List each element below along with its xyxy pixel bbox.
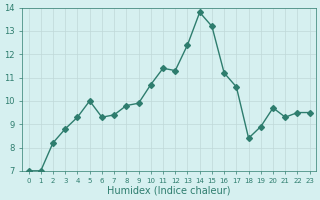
- X-axis label: Humidex (Indice chaleur): Humidex (Indice chaleur): [108, 186, 231, 196]
